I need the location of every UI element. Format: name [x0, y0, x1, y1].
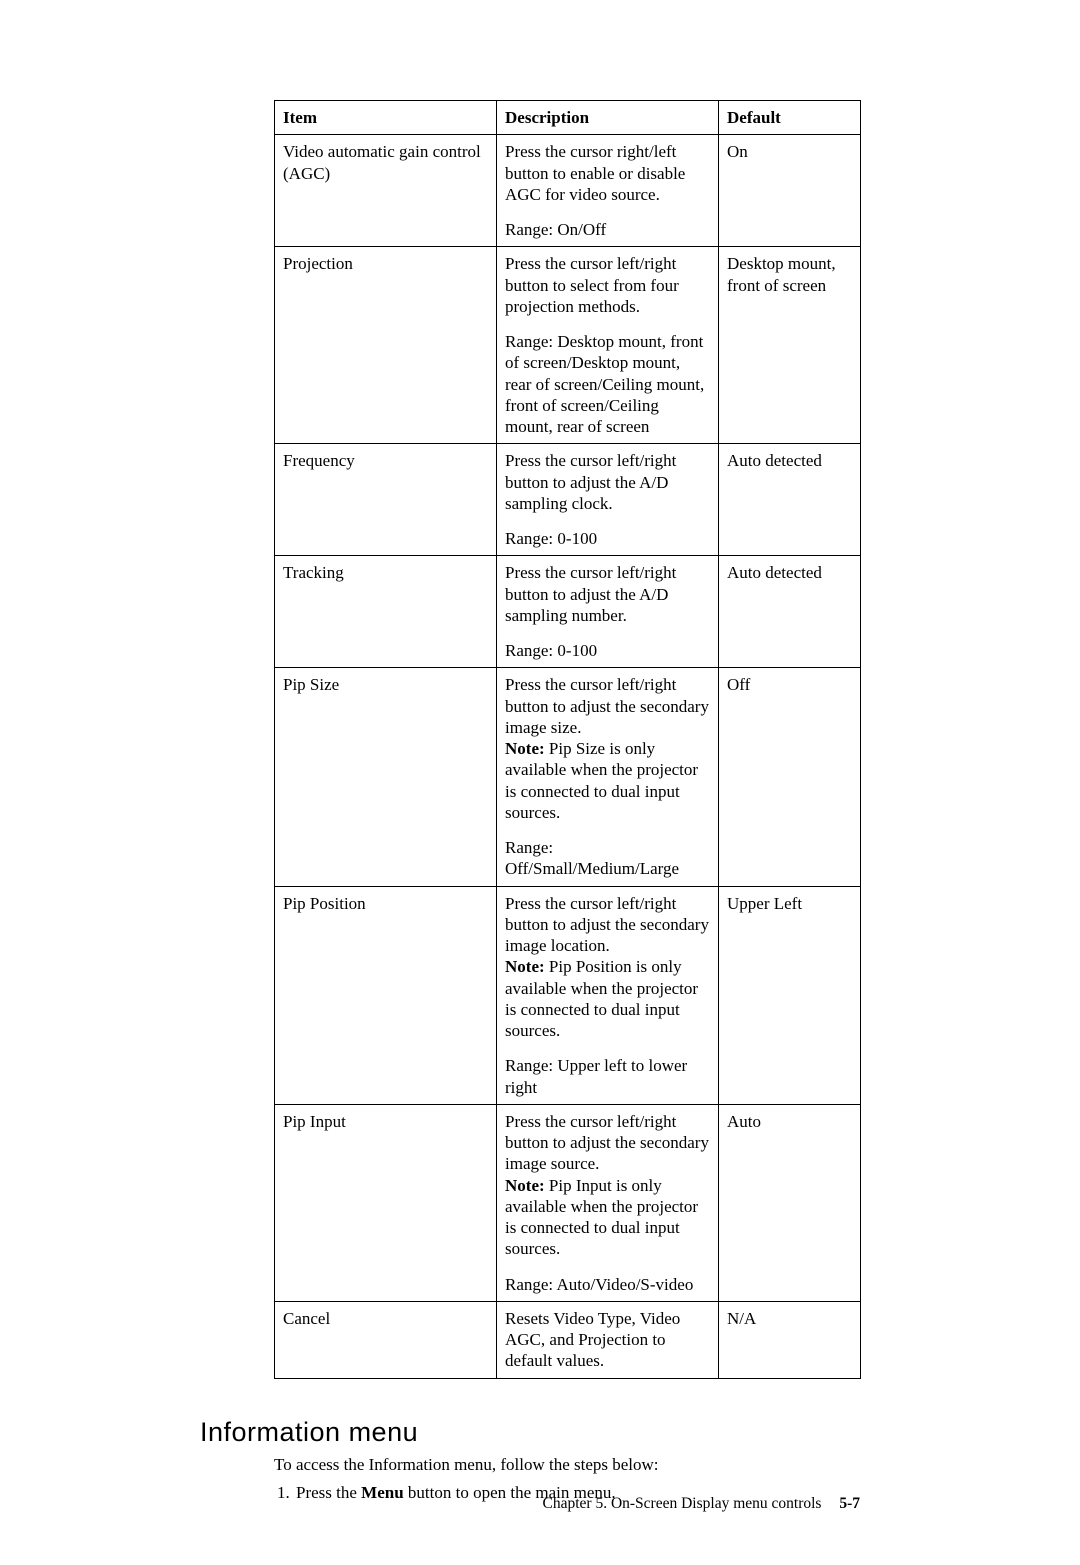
footer-page-number: 5-7 — [839, 1495, 860, 1512]
cell-description: Press the cursor left/right button to ad… — [497, 1104, 719, 1301]
desc-main: Press the cursor left/right button to se… — [505, 253, 710, 317]
desc-main: Press the cursor right/left button to en… — [505, 141, 710, 205]
step-text-prefix: Press the — [296, 1483, 361, 1502]
note-label: Note: — [505, 1176, 545, 1195]
cell-item: Pip Position — [275, 886, 497, 1104]
section-intro: To access the Information menu, follow t… — [274, 1454, 860, 1477]
cell-description: Press the cursor right/left button to en… — [497, 135, 719, 247]
cell-item: Pip Input — [275, 1104, 497, 1301]
section-heading: Information menu — [200, 1417, 860, 1448]
desc-main: Press the cursor left/right button to ad… — [505, 1111, 710, 1260]
table-row: Pip SizePress the cursor left/right butt… — [275, 668, 861, 886]
desc-range: Range: 0-100 — [505, 640, 710, 661]
step-text-bold: Menu — [361, 1483, 404, 1502]
cell-default: Upper Left — [719, 886, 861, 1104]
cell-item: Pip Size — [275, 668, 497, 886]
cell-default: Desktop mount, front of screen — [719, 247, 861, 444]
note-label: Note: — [505, 957, 545, 976]
col-header-item: Item — [275, 101, 497, 135]
table-row: Pip PositionPress the cursor left/right … — [275, 886, 861, 1104]
cell-description: Press the cursor left/right button to ad… — [497, 444, 719, 556]
note-label: Note: — [505, 739, 545, 758]
desc-range: Range: On/Off — [505, 219, 710, 240]
cell-default: N/A — [719, 1301, 861, 1378]
desc-main: Press the cursor left/right button to ad… — [505, 893, 710, 1042]
cell-description: Press the cursor left/right button to ad… — [497, 556, 719, 668]
table-row: Video automatic gain control (AGC)Press … — [275, 135, 861, 247]
settings-table: Item Description Default Video automatic… — [274, 100, 861, 1379]
cell-item: Tracking — [275, 556, 497, 668]
cell-item: Video automatic gain control (AGC) — [275, 135, 497, 247]
cell-default: Off — [719, 668, 861, 886]
desc-range: Range: Auto/Video/S-video — [505, 1274, 710, 1295]
table-header-row: Item Description Default — [275, 101, 861, 135]
table-row: ProjectionPress the cursor left/right bu… — [275, 247, 861, 444]
cell-default: Auto — [719, 1104, 861, 1301]
desc-main: Press the cursor left/right button to ad… — [505, 674, 710, 823]
cell-default: On — [719, 135, 861, 247]
col-header-default: Default — [719, 101, 861, 135]
page-footer: Chapter 5. On-Screen Display menu contro… — [543, 1495, 860, 1513]
table-row: Pip InputPress the cursor left/right but… — [275, 1104, 861, 1301]
desc-range: Range: Upper left to lower right — [505, 1055, 710, 1098]
table-row: FrequencyPress the cursor left/right but… — [275, 444, 861, 556]
cell-default: Auto detected — [719, 444, 861, 556]
desc-range: Range: Desktop mount, front of screen/De… — [505, 331, 710, 437]
cell-description: Press the cursor left/right button to ad… — [497, 886, 719, 1104]
cell-description: Press the cursor left/right button to se… — [497, 247, 719, 444]
cell-description: Press the cursor left/right button to ad… — [497, 668, 719, 886]
footer-chapter: Chapter 5. On-Screen Display menu contro… — [543, 1495, 822, 1512]
document-page: Item Description Default Video automatic… — [0, 0, 1080, 1565]
desc-main: Press the cursor left/right button to ad… — [505, 450, 710, 514]
table-row: CancelResets Video Type, Video AGC, and … — [275, 1301, 861, 1378]
desc-range: Range: Off/Small/Medium/Large — [505, 837, 710, 880]
desc-main: Resets Video Type, Video AGC, and Projec… — [505, 1308, 710, 1372]
cell-default: Auto detected — [719, 556, 861, 668]
desc-range: Range: 0-100 — [505, 528, 710, 549]
cell-item: Cancel — [275, 1301, 497, 1378]
desc-main: Press the cursor left/right button to ad… — [505, 562, 710, 626]
cell-item: Frequency — [275, 444, 497, 556]
cell-description: Resets Video Type, Video AGC, and Projec… — [497, 1301, 719, 1378]
table-row: TrackingPress the cursor left/right butt… — [275, 556, 861, 668]
col-header-description: Description — [497, 101, 719, 135]
cell-item: Projection — [275, 247, 497, 444]
